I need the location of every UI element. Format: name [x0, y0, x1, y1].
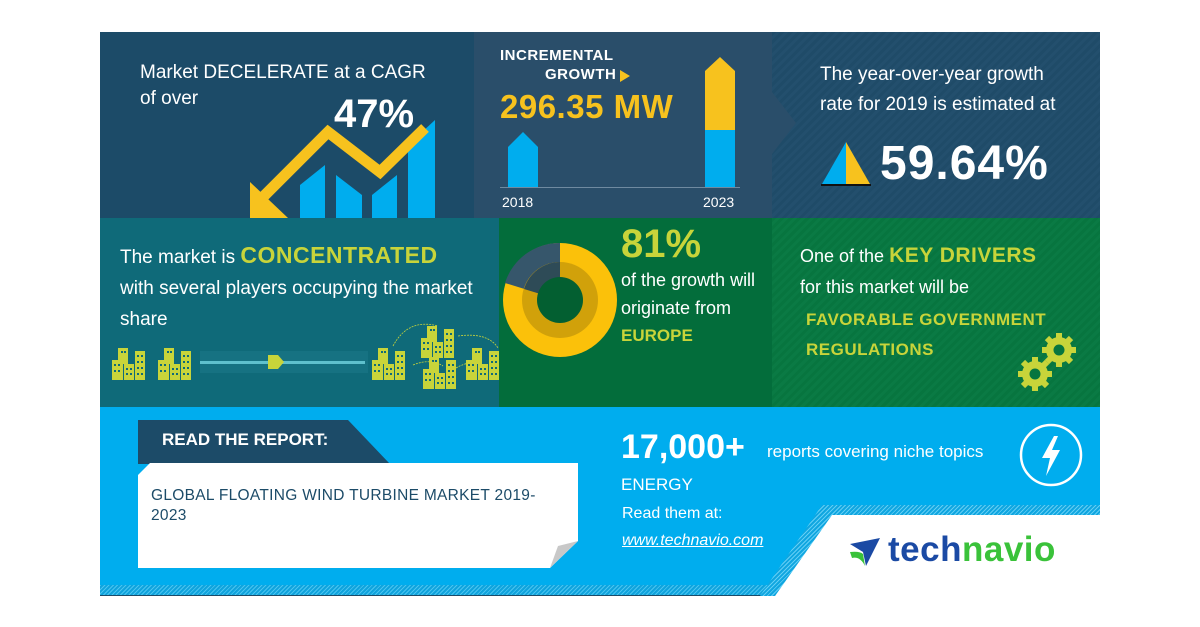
concentration-highlight: CONCENTRATED	[240, 242, 438, 268]
trend-down-arrow-icon	[250, 120, 435, 218]
drivers-prefix: One of the	[800, 246, 890, 266]
read-report-tab	[138, 420, 390, 464]
yoy-text: The year-over-year growth rate for 2019 …	[820, 64, 1056, 115]
region-text: of the growth will originate from	[621, 270, 756, 318]
triangle-up-icon	[821, 142, 871, 186]
year-end: 2023	[703, 194, 735, 210]
driver-name: FAVORABLE GOVERNMENT REGULATIONS	[806, 310, 1047, 359]
incremental-value: 296.35 MW	[500, 88, 674, 125]
yoy-growth-panel	[772, 32, 1100, 218]
gears-icon	[1018, 333, 1076, 391]
play-triangle-icon	[620, 70, 630, 82]
logo-part-navio: navio	[961, 530, 1056, 569]
concentration-suffix: with several players occupying the marke…	[120, 278, 473, 330]
technavio-logo: technavio	[888, 530, 1056, 570]
concentration-text: The market is CONCENTRATED with several …	[120, 240, 490, 335]
report-count-text: reports covering niche topics	[767, 442, 984, 461]
logo-area	[775, 515, 1100, 627]
read-report-label: READ THE REPORT:	[162, 430, 329, 449]
technavio-link[interactable]: www.technavio.com	[622, 532, 764, 549]
report-card[interactable]	[138, 463, 578, 568]
panel-arrow-notch	[772, 92, 796, 154]
category-label: ENERGY	[621, 475, 693, 494]
buildings-icon	[112, 323, 499, 389]
bar-arrow-icon	[508, 57, 735, 187]
year-start: 2018	[502, 194, 534, 210]
region-value: 81%	[621, 222, 702, 266]
report-count: 17,000+	[621, 428, 745, 466]
concentration-prefix: The market is	[120, 247, 241, 268]
hatch-border	[100, 585, 780, 596]
drivers-text: One of the KEY DRIVERS for this market w…	[800, 240, 1090, 303]
yoy-value: 59.64%	[880, 137, 1049, 190]
chart-baseline	[500, 187, 740, 188]
donut-chart-icon	[503, 242, 617, 357]
read-at-label: Read them at:	[622, 505, 723, 522]
technavio-logo-icon	[850, 538, 880, 566]
region-name: EUROPE	[621, 326, 693, 345]
logo-part-tech: tech	[888, 530, 962, 569]
drivers-highlight: KEY DRIVERS	[889, 244, 1037, 267]
cagr-text: Market DECELERATE at a CAGR of over	[140, 62, 426, 109]
drivers-middle: for this market will be	[800, 277, 970, 297]
incremental-label-1: INCREMENTAL	[500, 47, 614, 64]
lightning-bolt-icon	[1019, 423, 1083, 487]
cagr-value: 47%	[334, 92, 415, 136]
incremental-label-2: GROWTH	[545, 66, 617, 83]
report-title[interactable]: GLOBAL FLOATING WIND TURBINE MARKET 2019…	[151, 487, 536, 524]
